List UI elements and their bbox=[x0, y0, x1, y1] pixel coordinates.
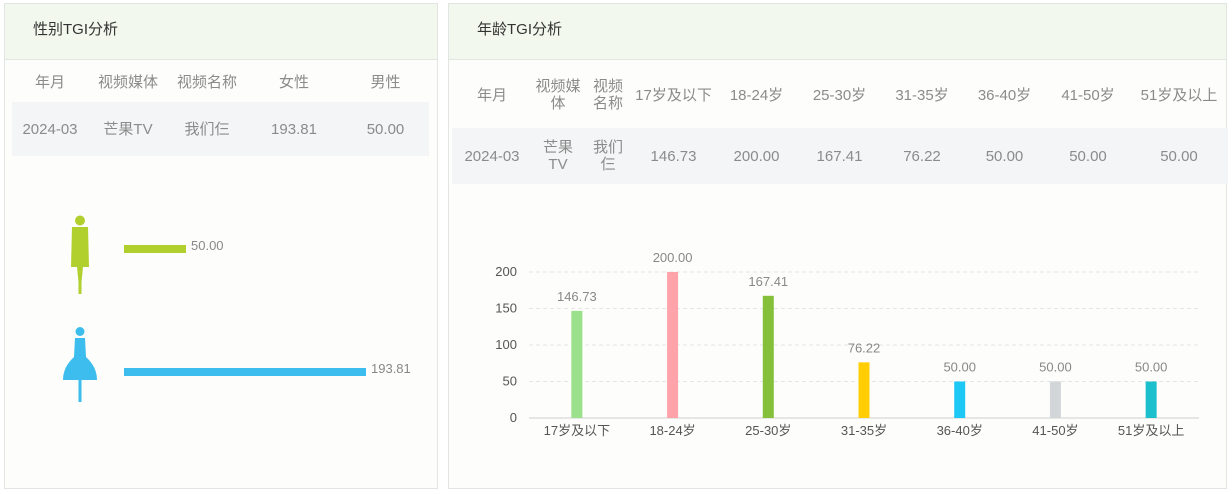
gender-table: 年月 视频媒体 视频名称 女性 男性 2024-03 芒果TV 我们仨 193.… bbox=[12, 62, 429, 156]
y-tick-label: 100 bbox=[495, 337, 517, 352]
cell-female: 193.81 bbox=[246, 102, 342, 156]
female-tgi-value: 193.81 bbox=[371, 361, 411, 376]
bar bbox=[1145, 381, 1157, 418]
col-header-female: 女性 bbox=[278, 73, 309, 91]
col-header-video-name: 视频名称 bbox=[176, 73, 237, 91]
col-header-age-31-35: 31-35岁 bbox=[895, 86, 949, 104]
x-tick-label: 51岁及以上 bbox=[1118, 423, 1184, 438]
cell-video-name: 我们仨 bbox=[168, 102, 246, 156]
x-tick-label: 36-40岁 bbox=[937, 423, 983, 438]
col-header-age-36-40: 36-40岁 bbox=[977, 86, 1032, 104]
col-header-media: 视频媒体 bbox=[97, 73, 158, 91]
male-figure-icon bbox=[71, 215, 89, 294]
bar bbox=[858, 362, 870, 418]
age-tgi-bar-chart: 0 50 100 150 200 146.73 17岁及以下 200.00 18-24岁 167.… bbox=[495, 250, 1199, 438]
cell-age-18-24: 200.00 bbox=[715, 128, 798, 184]
cell-male: 50.00 bbox=[342, 102, 429, 156]
y-tick-label: 200 bbox=[495, 264, 517, 279]
bar bbox=[667, 272, 679, 418]
x-tick-label: 31-35岁 bbox=[841, 423, 887, 438]
gender-tgi-panel: 性别TGI分析 年月 视频媒体 视频名称 女性 男性 2024-03 芒果TV … bbox=[4, 3, 438, 489]
table-row: 2024-03 芒果TV 我们仨 146.73 200.00 167.41 76… bbox=[452, 128, 1228, 184]
x-tick-label: 18-24岁 bbox=[649, 423, 695, 438]
age-table: 年月 视频媒体 视频名称 17岁及以下 18-24岁 25-30岁 31-35岁… bbox=[452, 62, 1228, 184]
table-row: 2024-03 芒果TV 我们仨 193.81 50.00 bbox=[12, 102, 429, 156]
bar bbox=[762, 295, 774, 418]
female-tgi-bar bbox=[124, 368, 366, 376]
age-panel-title: 年龄TGI分析 bbox=[449, 4, 1226, 60]
cell-age-41-50: 50.00 bbox=[1046, 128, 1130, 184]
cell-video-name: 我们仨 bbox=[584, 128, 632, 184]
cell-media: 芒果TV bbox=[532, 128, 584, 184]
cell-age-31-35: 76.22 bbox=[881, 128, 963, 184]
bar-value-label: 76.22 bbox=[848, 340, 881, 355]
cell-age-17-below: 146.73 bbox=[632, 128, 715, 184]
col-header-month: 年月 bbox=[34, 73, 65, 91]
bar-value-label: 50.00 bbox=[1039, 360, 1072, 375]
bar bbox=[571, 310, 583, 418]
bar-value-label: 146.73 bbox=[557, 289, 597, 304]
age-table-header-row: 年月 视频媒体 视频名称 17岁及以下 18-24岁 25-30岁 31-35岁… bbox=[452, 62, 1228, 128]
x-tick-label: 41-50岁 bbox=[1032, 423, 1078, 438]
y-tick-label: 50 bbox=[503, 374, 517, 389]
col-header-video-name: 视频名称 bbox=[592, 78, 623, 112]
col-header-age-18-24: 18-24岁 bbox=[729, 86, 784, 104]
cell-age-36-40: 50.00 bbox=[963, 128, 1046, 184]
male-tgi-bar bbox=[124, 245, 186, 253]
col-header-age-41-50: 41-50岁 bbox=[1061, 86, 1115, 104]
bar-value-label: 200.00 bbox=[653, 250, 693, 265]
col-header-age-25-30: 25-30岁 bbox=[812, 86, 867, 104]
x-tick-label: 25-30岁 bbox=[745, 423, 791, 438]
y-tick-label: 150 bbox=[495, 301, 517, 316]
col-header-male: 男性 bbox=[370, 73, 401, 91]
col-header-age-17-below: 17岁及以下 bbox=[635, 86, 712, 104]
bar-value-label: 50.00 bbox=[943, 360, 976, 375]
cell-month: 2024-03 bbox=[12, 102, 88, 156]
bar-value-label: 167.41 bbox=[748, 274, 788, 289]
col-header-media: 视频媒体 bbox=[535, 78, 581, 112]
bar-value-label: 50.00 bbox=[1135, 360, 1168, 375]
y-tick-label: 0 bbox=[510, 410, 517, 425]
x-tick-label: 17岁及以下 bbox=[544, 423, 610, 438]
female-figure-icon bbox=[63, 327, 97, 402]
bar bbox=[954, 381, 966, 418]
cell-age-51-above: 50.00 bbox=[1130, 128, 1228, 184]
gender-panel-title: 性别TGI分析 bbox=[5, 4, 437, 60]
cell-media: 芒果TV bbox=[88, 102, 168, 156]
gender-table-header-row: 年月 视频媒体 视频名称 女性 男性 bbox=[12, 62, 429, 102]
col-header-age-51-above: 51岁及以上 bbox=[1140, 86, 1218, 104]
male-tgi-value: 50.00 bbox=[191, 238, 224, 253]
age-tgi-panel: 年龄TGI分析 年月 视频媒体 视频名称 17岁及以下 18-24岁 25-30… bbox=[448, 3, 1228, 489]
col-header-month: 年月 bbox=[476, 86, 507, 104]
cell-age-25-30: 167.41 bbox=[798, 128, 881, 184]
cell-month: 2024-03 bbox=[452, 128, 532, 184]
bar bbox=[1049, 381, 1061, 418]
